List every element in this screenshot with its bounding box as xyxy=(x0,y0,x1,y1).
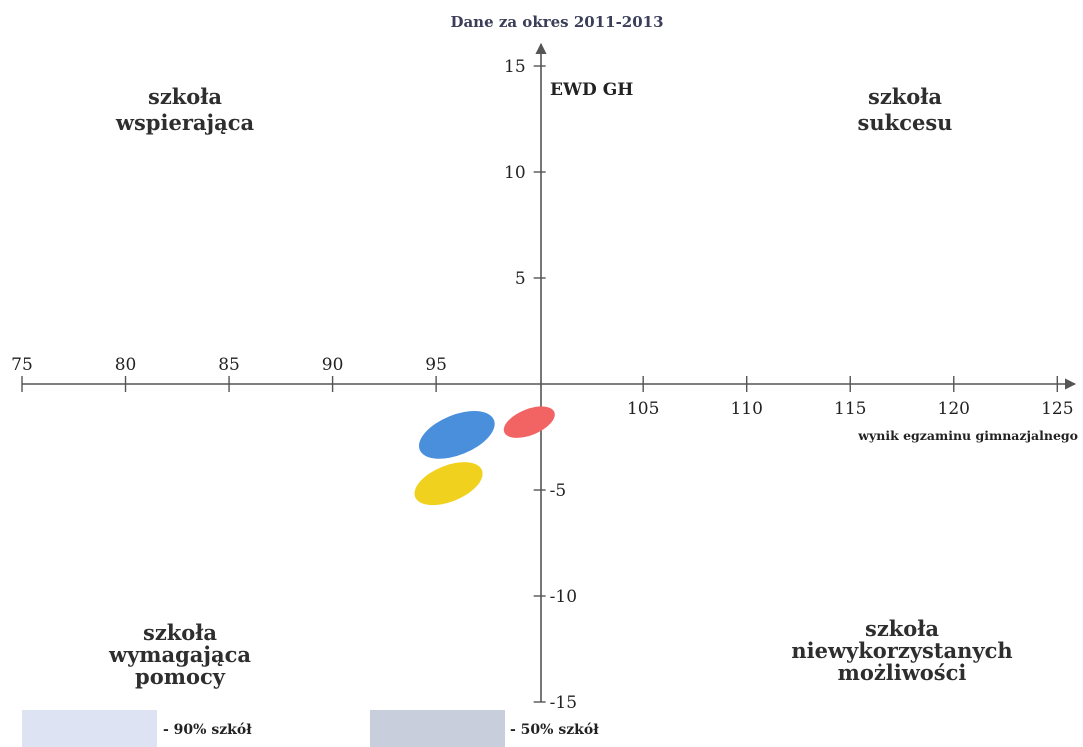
x-axis-label: wynik egzaminu gimnazjalnego xyxy=(857,428,1078,443)
x-tick-label: 95 xyxy=(425,355,447,375)
data-point xyxy=(503,406,555,438)
legend-swatch-50 xyxy=(370,710,505,747)
x-tick-label: 115 xyxy=(834,399,866,419)
x-tick-label: 75 xyxy=(11,355,33,375)
x-tick-label: 85 xyxy=(218,355,240,375)
data-points xyxy=(414,406,555,506)
quadrant-bottom-right-line-2: niewykorzystanych xyxy=(791,638,1012,663)
y-tick-label: -5 xyxy=(550,481,567,501)
x-tick-label: 105 xyxy=(627,399,659,419)
x-axis-ticks: 75 80 85 90 95 105 110 115 120 125 xyxy=(11,355,1073,419)
x-tick-label: 80 xyxy=(115,355,137,375)
quadrant-top-right-line-2: sukcesu xyxy=(858,110,953,135)
legend-label-50: - 50% szkół xyxy=(510,722,599,738)
quadrant-bottom-left-line-1: szkoła xyxy=(143,620,217,645)
chart-title: Dane za okres 2011-2013 xyxy=(450,13,663,31)
x-tick-label: 125 xyxy=(1041,399,1073,419)
data-point xyxy=(418,411,495,459)
quadrant-bottom-right-line-1: szkoła xyxy=(865,616,939,641)
legend-label-90: - 90% szkół xyxy=(163,722,252,738)
y-tick-label: -15 xyxy=(550,693,577,713)
quadrant-top-left-line-1: szkoła xyxy=(148,84,222,109)
quadrant-bottom-right-line-3: możliwości xyxy=(838,660,967,685)
quadrant-bottom-left-line-3: pomocy xyxy=(135,664,226,689)
y-axis-label: EWD GH xyxy=(550,80,633,100)
y-tick-label: 15 xyxy=(504,57,526,77)
x-tick-label: 90 xyxy=(322,355,344,375)
x-tick-label: 110 xyxy=(730,399,762,419)
legend: - 90% szkół - 50% szkół xyxy=(22,710,599,747)
quadrant-top-left-line-2: wspierająca xyxy=(115,110,255,135)
legend-swatch-90 xyxy=(22,710,157,747)
quadrant-top-right-line-1: szkoła xyxy=(868,84,942,109)
data-point xyxy=(414,462,483,506)
quadrant-labels: szkoła wspierająca szkoła sukcesu szkoła… xyxy=(108,84,1013,689)
y-tick-label: 5 xyxy=(515,269,526,289)
y-tick-label: -10 xyxy=(550,587,577,607)
y-axis-ticks: 15 10 5 -5 -10 -15 xyxy=(504,57,577,713)
y-tick-label: 10 xyxy=(504,163,526,183)
quadrant-bottom-left-line-2: wymagająca xyxy=(108,642,251,667)
x-tick-label: 120 xyxy=(938,399,970,419)
